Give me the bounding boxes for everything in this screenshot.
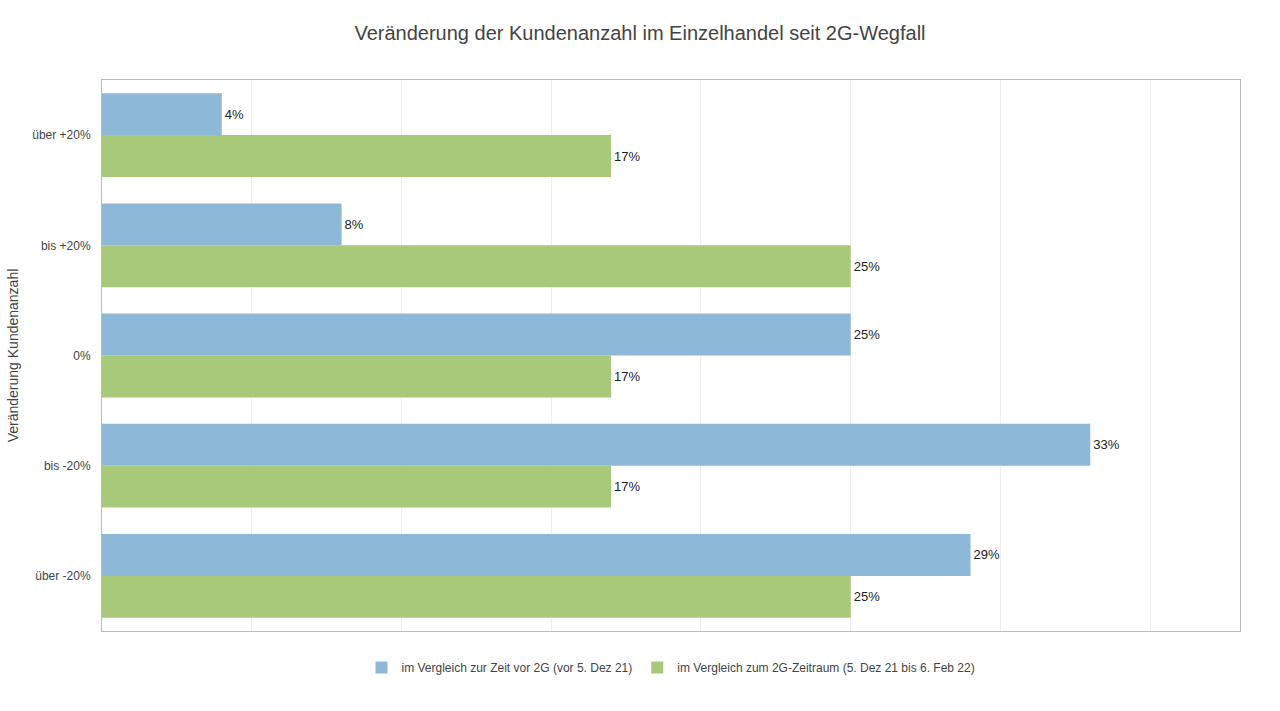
svg-text:25%: 25%	[854, 259, 880, 274]
svg-text:über -20%: über -20%	[35, 569, 91, 583]
svg-text:25%: 25%	[854, 589, 880, 604]
svg-text:über +20%: über +20%	[32, 128, 91, 142]
svg-text:29%: 29%	[973, 547, 999, 562]
svg-text:Veränderung Kundenanzahl: Veränderung Kundenanzahl	[5, 269, 21, 443]
svg-text:im Vergleich zur Zeit vor 2G (: im Vergleich zur Zeit vor 2G (vor 5. Dez…	[402, 661, 633, 675]
svg-text:8%: 8%	[345, 217, 364, 232]
svg-text:bis -20%: bis -20%	[44, 459, 91, 473]
svg-text:17%: 17%	[614, 369, 640, 384]
svg-text:33%: 33%	[1093, 437, 1119, 452]
svg-text:25%: 25%	[854, 327, 880, 342]
svg-text:17%: 17%	[614, 479, 640, 494]
svg-text:17%: 17%	[614, 149, 640, 164]
svg-text:im Vergleich zum 2G-Zeitraum (: im Vergleich zum 2G-Zeitraum (5. Dez 21 …	[677, 661, 974, 675]
svg-text:bis +20%: bis +20%	[41, 239, 91, 253]
svg-text:0%: 0%	[73, 349, 91, 363]
svg-text:Veränderung der Kundenanzahl i: Veränderung der Kundenanzahl im Einzelha…	[354, 22, 925, 44]
svg-text:4%: 4%	[225, 107, 244, 122]
